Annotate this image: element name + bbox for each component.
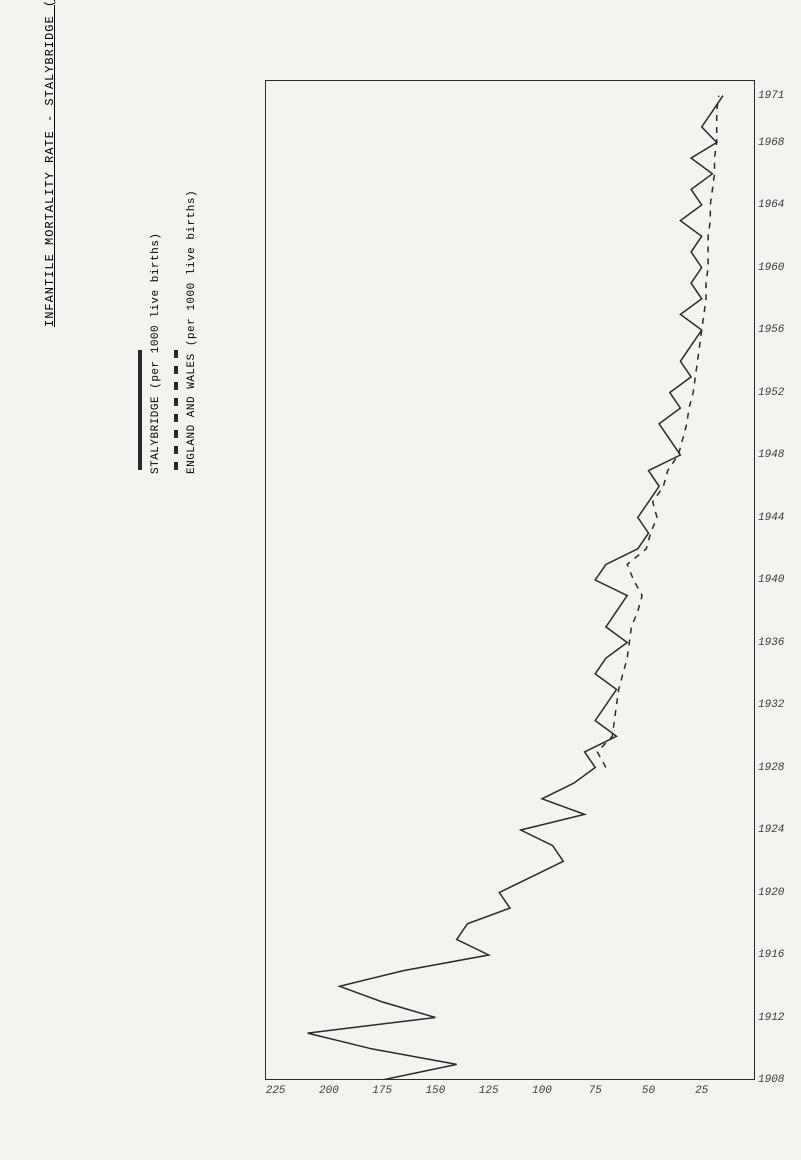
y-tick-label: 100 — [532, 1085, 552, 1097]
x-axis-ticks: 1908191219161920192419281932193619401944… — [758, 80, 788, 1080]
x-tick-label: 1932 — [758, 699, 784, 711]
x-tick-label: 1944 — [758, 512, 784, 524]
y-tick-label: 175 — [372, 1085, 392, 1097]
x-tick-label: 1936 — [758, 637, 784, 649]
legend-line-solid-icon — [138, 350, 142, 470]
x-tick-label: 1924 — [758, 824, 784, 836]
y-tick-label: 150 — [426, 1085, 446, 1097]
legend-label-england-wales: ENGLAND AND WALES (per 1000 live births) — [186, 190, 198, 474]
y-tick-label: 200 — [319, 1085, 339, 1097]
x-tick-label: 1940 — [758, 574, 784, 586]
x-tick-label: 1948 — [758, 449, 784, 461]
x-tick-label: 1964 — [758, 199, 784, 211]
y-tick-label: 125 — [479, 1085, 499, 1097]
y-tick-label: 50 — [642, 1085, 655, 1097]
chart-plot-area — [265, 80, 755, 1080]
left-label-region: INFANTILE MORTALITY RATE - STALYBRIDGE (… — [50, 320, 230, 820]
legend-label-stalybridge: STALYBRIDGE (per 1000 live births) — [150, 233, 162, 474]
legend-line-dashed-icon — [174, 350, 178, 470]
chart-lines-svg — [265, 80, 755, 1080]
chart-title: INFANTILE MORTALITY RATE - STALYBRIDGE (… — [43, 0, 57, 327]
series-england_and_wales — [597, 96, 719, 768]
x-tick-label: 1960 — [758, 262, 784, 274]
y-tick-label: 25 — [695, 1085, 708, 1097]
x-tick-label: 1928 — [758, 762, 784, 774]
x-tick-label: 1908 — [758, 1074, 784, 1086]
x-tick-label: 1956 — [758, 324, 784, 336]
y-axis-ticks: 25 50 75 100 125 150 175 200 225 — [265, 1085, 755, 1115]
page-container: INFANTILE MORTALITY RATE - STALYBRIDGE (… — [0, 0, 801, 1160]
x-tick-label: 1952 — [758, 387, 784, 399]
x-tick-label: 1912 — [758, 1012, 784, 1024]
x-tick-label: 1920 — [758, 887, 784, 899]
x-tick-label: 1968 — [758, 137, 784, 149]
x-tick-label: 1916 — [758, 949, 784, 961]
x-tick-label: 1971 — [758, 90, 784, 102]
y-tick-label: 75 — [589, 1085, 602, 1097]
y-tick-label: 225 — [266, 1085, 286, 1097]
series-stalybridge — [308, 96, 723, 1080]
